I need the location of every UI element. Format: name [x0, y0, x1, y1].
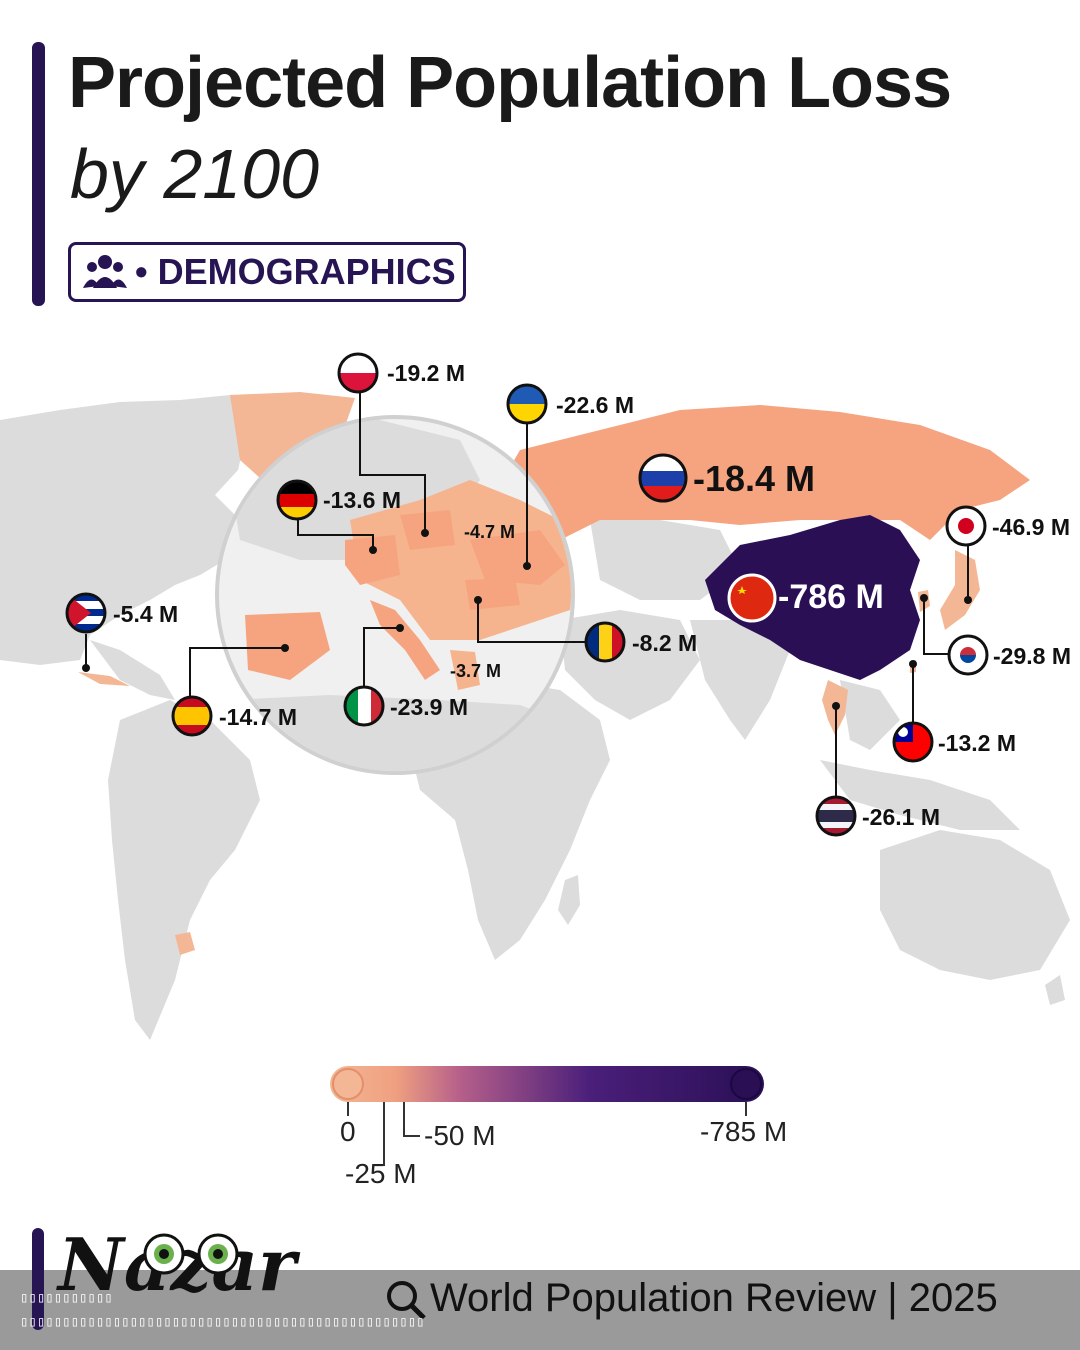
uruguay-shape	[175, 932, 195, 955]
greenland	[230, 392, 355, 478]
legend-tick-50: -50 M	[424, 1120, 496, 1151]
north-america	[0, 395, 250, 665]
accent-bar	[32, 42, 45, 306]
taiwan-value: -13.2 M	[938, 730, 1016, 756]
china-shape	[705, 515, 920, 680]
ukraine-shape	[470, 530, 565, 585]
indonesia	[820, 760, 1020, 830]
australia	[880, 830, 1070, 980]
south-korea-value: -29.8 M	[993, 643, 1071, 669]
thailand-value: -26.1 M	[862, 804, 940, 830]
india	[690, 620, 790, 740]
germany-flag-icon	[276, 479, 318, 521]
japan-value: -46.9 M	[992, 514, 1070, 540]
south-america	[108, 700, 260, 1040]
middle-east	[560, 610, 700, 720]
central-asia	[590, 520, 740, 600]
unflagged-value-1: -4.7 M	[464, 522, 516, 542]
world-map	[0, 352, 1070, 1040]
madagascar	[558, 875, 580, 925]
poland-flag-icon	[337, 352, 379, 394]
central-america	[90, 640, 175, 700]
leader-lines	[85, 390, 969, 796]
cuba-value: -5.4 M	[113, 601, 179, 627]
japan-flag-icon	[945, 505, 987, 547]
italy-value: -23.9 M	[390, 694, 468, 720]
source-credit: World Population Review | 2025	[430, 1276, 998, 1320]
germany-value: -13.6 M	[323, 487, 401, 513]
legend-ticks	[332, 1068, 762, 1166]
italy-flag-icon	[343, 685, 385, 727]
poland-value: -19.2 M	[387, 360, 465, 386]
russia-value: -18.4 M	[693, 458, 816, 499]
china-flag-icon	[727, 573, 777, 623]
search-icon	[387, 1281, 426, 1320]
spain-flag-icon	[171, 695, 213, 737]
legend-tick-785: -785 M	[700, 1116, 788, 1147]
footer-accent-bar	[32, 1228, 44, 1330]
greece-shape	[450, 650, 480, 690]
romania-shape	[465, 578, 520, 610]
taiwan-flag-icon	[892, 721, 934, 763]
new-zealand	[1045, 975, 1065, 1005]
legend-tick-0: 0	[340, 1116, 356, 1147]
se-asia	[840, 680, 900, 750]
germany-shape	[345, 535, 400, 585]
russia-flag-icon	[638, 453, 688, 503]
japan-shape	[940, 550, 980, 630]
footer-glyphs-2: ▯▯▯▯▯▯▯▯▯▯▯▯▯▯▯▯▯▯▯▯▯▯▯▯▯▯▯▯▯▯▯▯▯▯▯▯▯▯▯▯…	[20, 1314, 425, 1330]
category-label: • DEMOGRAPHICS	[135, 251, 456, 292]
italy-shape	[370, 600, 440, 680]
romania-value: -8.2 M	[632, 630, 698, 656]
page-title: Projected Population Loss	[68, 43, 952, 123]
legend-tick-25: -25 M	[345, 1158, 417, 1189]
russia-shape	[480, 405, 1030, 560]
footer-glyphs-1: ▯▯▯▯▯▯▯▯▯▯▯	[20, 1290, 113, 1306]
leader-dots	[82, 529, 972, 710]
south-korea-flag-icon	[947, 634, 989, 676]
ukraine-value: -22.6 M	[556, 392, 634, 418]
thailand-flag-icon	[815, 795, 857, 837]
page-subtitle: by 2100	[70, 135, 320, 213]
legend-color-bar	[330, 1066, 764, 1102]
romania-flag-icon	[584, 621, 626, 663]
unflagged-value-2: -3.7 M	[450, 661, 502, 681]
china-value: -786 M	[778, 578, 884, 616]
cuba-shape	[78, 672, 130, 686]
category-tag: • DEMOGRAPHICS	[68, 242, 466, 302]
spain-value: -14.7 M	[219, 704, 297, 730]
footer-band	[0, 1270, 1080, 1350]
ukraine-flag-icon	[506, 383, 548, 425]
cuba-flag-icon	[65, 592, 107, 634]
people-icon	[83, 255, 127, 288]
eyes-icon	[143, 1233, 239, 1275]
